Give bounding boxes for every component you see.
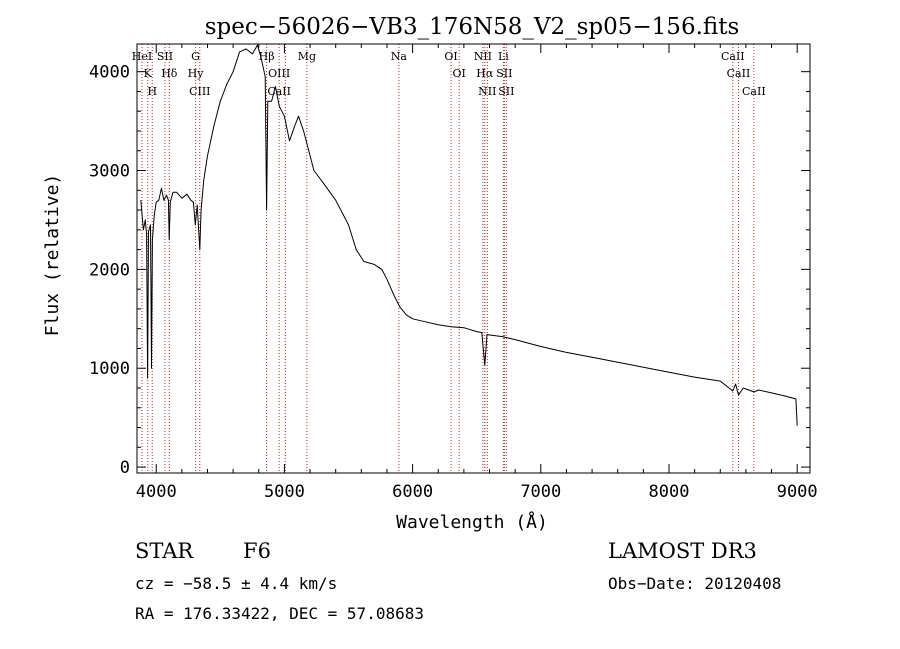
x-tick-label: 5000 (264, 482, 305, 502)
plot-frame (136, 43, 811, 474)
spectral-line-label: CaII (742, 85, 766, 98)
spectral-line-label: Li (498, 50, 509, 63)
spectral-line-label: OIII (268, 67, 290, 80)
spectral-line-label: NII (478, 85, 496, 98)
spectral-line-label: CIII (189, 85, 210, 98)
redshift-velocity: cz = −58.5 ± 4.4 km/s (135, 574, 338, 593)
spectral-line-label: CaII (721, 50, 745, 63)
y-tick-label: 2000 (89, 260, 130, 280)
spectral-line-label: Hδ (161, 67, 178, 80)
y-tick-label: 1000 (89, 359, 130, 379)
survey-label: LAMOST DR3 (608, 539, 757, 563)
y-tick-label: 4000 (89, 63, 130, 83)
x-tick-label: 9000 (777, 482, 818, 502)
spectral-line-label: G (191, 50, 200, 63)
spectral-line-label: CaII (267, 85, 291, 98)
spectral-line-label: HeI (132, 50, 152, 63)
x-tick-label: 6000 (392, 482, 433, 502)
spectrum-flux-line (140, 44, 798, 426)
spectral-line-label: Na (391, 50, 408, 63)
line-marker-layer: HeI KH SII Hδ G Hy CIII Hβ OIII CaII Mg Na OI OI NII Hα… (132, 44, 766, 473)
x-tick-label: 7000 (520, 482, 561, 502)
object-class: STAR (135, 539, 194, 563)
spectral-line-label: Hβ (259, 50, 275, 63)
spectral-line-label: OI (444, 50, 457, 63)
chart-title: spec−56026−VB3_176N58_V2_sp05−156.fits (205, 14, 740, 40)
axis-ticks: 4000 5000 6000 7000 8000 9000 0 1000 2000 3000 400… (89, 44, 818, 502)
spectral-line-label: Mg (298, 50, 316, 63)
spectral-line-label: CaII (727, 67, 751, 80)
x-tick-label: 4000 (136, 482, 177, 502)
object-subclass: F6 (243, 539, 271, 563)
spectral-line-label: Hy (188, 67, 205, 80)
spectral-line-label: SII (498, 85, 514, 98)
observation-date: Obs−Date: 20120408 (608, 574, 782, 593)
spectral-line-label: SII (157, 50, 173, 63)
y-axis-label: Flux (relative) (42, 174, 63, 337)
y-tick-label: 3000 (89, 162, 130, 182)
spectral-line-label: SII (496, 67, 512, 80)
y-tick-label: 0 (120, 458, 130, 478)
spectral-line-label: Hα (476, 67, 494, 80)
x-axis-label: Wavelength (Å) (396, 511, 548, 533)
spectral-line-label: NII (474, 50, 492, 63)
spectral-line-label: OI (452, 67, 465, 80)
spectral-line-label: K (144, 67, 153, 80)
spectral-line-label: H (147, 85, 157, 98)
coordinates: RA = 176.33422, DEC = 57.08683 (135, 604, 424, 623)
x-tick-label: 8000 (649, 482, 690, 502)
